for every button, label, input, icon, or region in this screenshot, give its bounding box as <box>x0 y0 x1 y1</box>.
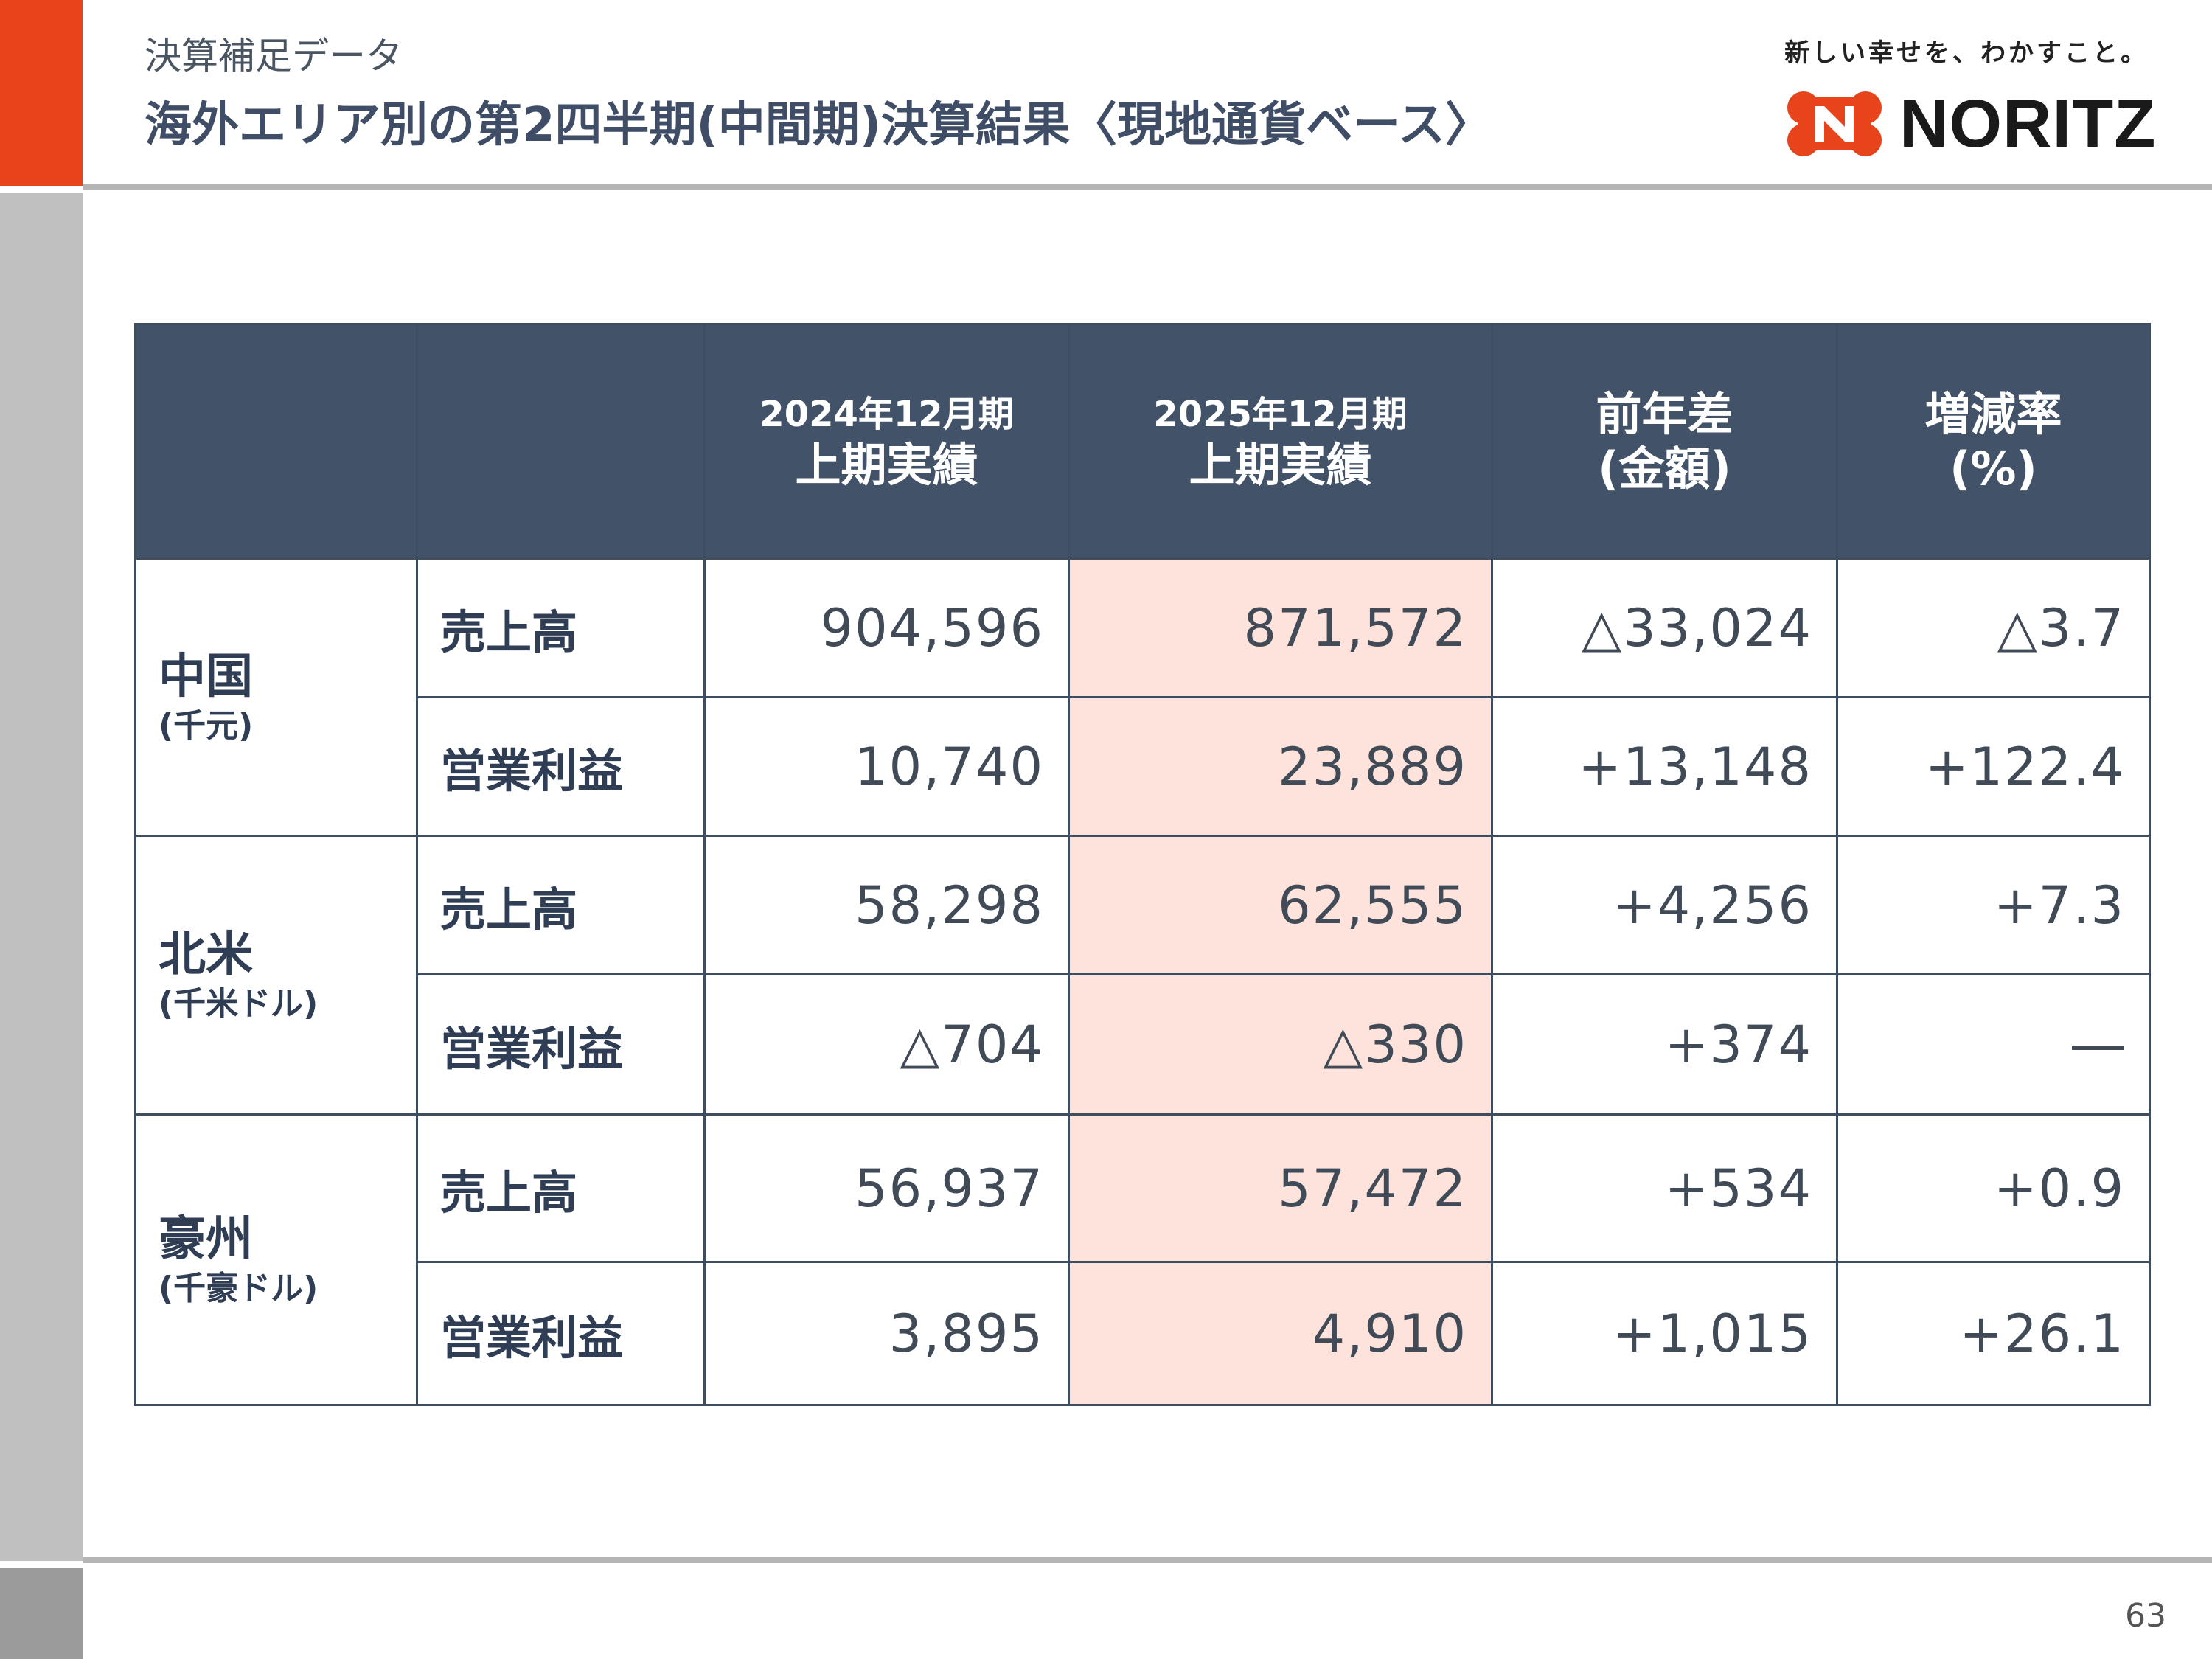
noritz-logo: NORITZ <box>1783 87 2155 161</box>
prev-value: 56,937 <box>703 1113 1070 1263</box>
table-row: 営業利益 △704 △330 +374 ― <box>136 973 2151 1116</box>
header-curr-period: 2025年12月期 上期実績 <box>1068 323 1493 560</box>
header-cell-empty <box>134 323 418 560</box>
region-cell-china: 中国 (千元) <box>134 557 418 837</box>
prev-value: 904,596 <box>703 557 1070 698</box>
header-cell-empty <box>416 323 706 560</box>
header-diff: 前年差 (金額) <box>1491 323 1838 560</box>
table-header-row: 2024年12月期 上期実績 2025年12月期 上期実績 前年差 (金額) 増… <box>134 323 2151 560</box>
side-bar <box>0 193 83 1561</box>
diff-value: +534 <box>1491 1113 1838 1263</box>
metric-label: 営業利益 <box>416 696 706 837</box>
rate-value: +0.9 <box>1836 1113 2151 1263</box>
section-label: 決算補足データ <box>145 35 403 77</box>
region-cell-north-america: 北米 (千米ドル) <box>134 835 418 1116</box>
curr-value: 57,472 <box>1068 1113 1493 1263</box>
prev-value: △704 <box>703 973 1070 1116</box>
metric-label: 営業利益 <box>416 1261 706 1406</box>
header-rate: 増減率 (%) <box>1836 323 2151 560</box>
curr-value: 4,910 <box>1068 1261 1493 1406</box>
diff-value: +13,148 <box>1491 696 1838 837</box>
diff-value: +1,015 <box>1491 1261 1838 1406</box>
prev-value: 10,740 <box>703 696 1070 837</box>
accent-bar <box>0 0 83 186</box>
rate-value: +7.3 <box>1836 835 2151 975</box>
header-prev-period: 2024年12月期 上期実績 <box>703 323 1070 560</box>
rate-value: +26.1 <box>1836 1261 2151 1406</box>
page-number: 63 <box>2125 1597 2166 1635</box>
metric-label: 営業利益 <box>416 973 706 1116</box>
diff-value: +374 <box>1491 973 1838 1116</box>
prev-value: 58,298 <box>703 835 1070 975</box>
rate-value: △3.7 <box>1836 557 2151 698</box>
metric-label: 売上高 <box>416 557 706 698</box>
table-row: 営業利益 10,740 23,889 +13,148 +122.4 <box>136 696 2151 837</box>
curr-value: 23,889 <box>1068 696 1493 837</box>
footer-divider <box>83 1557 2212 1563</box>
brand-tagline: 新しい幸せを、わかすこと。 <box>1784 38 2149 68</box>
table-row: 中国 (千元) 売上高 904,596 871,572 △33,024 △3.7 <box>134 557 2151 837</box>
curr-value: 871,572 <box>1068 557 1493 698</box>
region-cell-australia: 豪州 (千豪ドル) <box>134 1113 418 1406</box>
results-table: 2024年12月期 上期実績 2025年12月期 上期実績 前年差 (金額) 増… <box>134 323 2151 1406</box>
rate-value: ― <box>1836 973 2151 1116</box>
side-bar-bottom <box>0 1568 83 1659</box>
curr-value: 62,555 <box>1068 835 1493 975</box>
diff-value: +4,256 <box>1491 835 1838 975</box>
table-row: 豪州 (千豪ドル) 売上高 56,937 57,472 +534 +0.9 <box>134 1113 2151 1406</box>
brand-name: NORITZ <box>1899 86 2157 161</box>
table-row: 営業利益 3,895 4,910 +1,015 +26.1 <box>136 1261 2151 1406</box>
prev-value: 3,895 <box>703 1261 1070 1406</box>
metric-label: 売上高 <box>416 1113 706 1263</box>
diff-value: △33,024 <box>1491 557 1838 698</box>
page-title: 海外エリア別の第2四半期(中間期)決算結果〈現地通貨ベース〉 <box>145 98 1492 153</box>
noritz-logo-mark-icon <box>1787 91 1882 156</box>
rate-value: +122.4 <box>1836 696 2151 837</box>
metric-label: 売上高 <box>416 835 706 975</box>
header-divider <box>83 184 2212 190</box>
curr-value: △330 <box>1068 973 1493 1116</box>
table-row: 北米 (千米ドル) 売上高 58,298 62,555 +4,256 +7.3 <box>134 835 2151 1116</box>
